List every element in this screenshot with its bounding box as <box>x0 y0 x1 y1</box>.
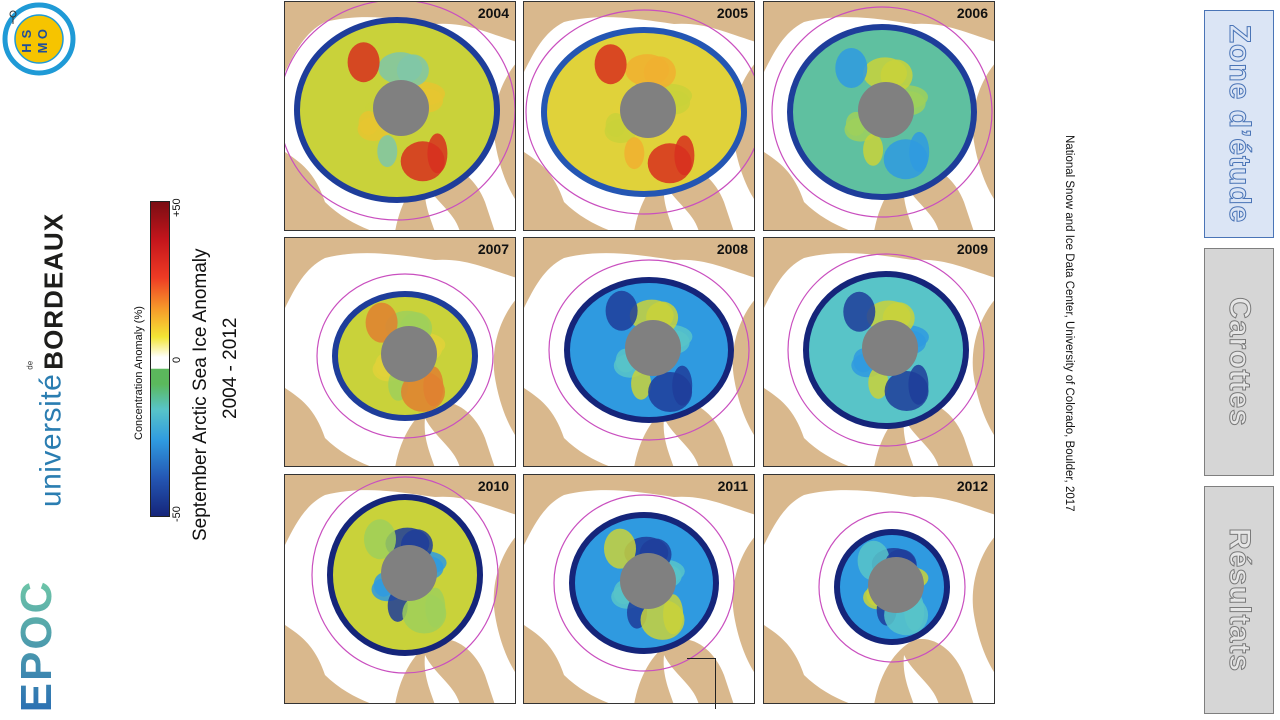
sea-ice-map-2009: 2009 <box>763 237 995 467</box>
map-year-label: 2010 <box>477 478 509 494</box>
tab-carottes[interactable]: Carottes <box>1204 248 1274 476</box>
shom-logo-graphic: S H O M <box>2 2 76 76</box>
sea-ice-map-2012: 2012 <box>763 474 995 704</box>
logo-word-universite: université <box>34 373 68 508</box>
map-year-label: 2008 <box>716 241 748 257</box>
map-year-label: 2004 <box>477 5 509 21</box>
tab-label: Carottes <box>1223 297 1257 428</box>
map-year-label: 2011 <box>717 478 748 494</box>
shom-letter: O <box>35 29 50 39</box>
shom-letter: M <box>35 43 50 54</box>
sea-ice-map-2011: 2011 <box>523 474 755 704</box>
leader-line <box>687 658 716 709</box>
colorbar-tick-max: +50 <box>171 198 183 217</box>
figure-title: September Arctic Sea Ice Anomaly <box>190 248 211 541</box>
source-credit: National Snow and Ice Data Center, Unive… <box>1063 135 1075 512</box>
map-year-label: 2012 <box>956 478 988 494</box>
map-year-label: 2005 <box>716 5 748 21</box>
sea-ice-map-2007: 2007 <box>284 237 516 467</box>
colorbar-axis-label: Concentration Anomaly (%) <box>133 306 145 440</box>
map-year-label: 2007 <box>477 241 509 257</box>
sea-ice-map-2005: 2005 <box>523 1 755 231</box>
sea-ice-map-2006: 2006 <box>763 1 995 231</box>
universite-bordeaux-logo: université de BORDEAUX <box>14 213 78 507</box>
tab-zone-etude[interactable]: Zone d’étude <box>1204 10 1274 238</box>
map-year-label: 2006 <box>956 5 988 21</box>
sea-ice-map-2010: 2010 <box>284 474 516 704</box>
epoc-logo: EPOC <box>12 580 61 713</box>
shom-letter: S <box>19 29 34 38</box>
tab-label: Zone d’étude <box>1223 24 1257 224</box>
sea-ice-map-2004: 2004 <box>284 1 516 231</box>
tab-resultats[interactable]: Résultats <box>1204 486 1274 714</box>
shom-letter: H <box>19 43 34 52</box>
shom-logo: S H O M <box>2 2 76 76</box>
tab-label: Résultats <box>1223 527 1257 673</box>
epoc-logo-text: EPOC <box>12 579 61 713</box>
sea-ice-map-2008: 2008 <box>523 237 755 467</box>
logo-word-de: de <box>25 360 35 370</box>
colorbar-tick-min: -50 <box>171 506 183 522</box>
anomaly-colorbar <box>150 201 170 517</box>
map-year-label: 2009 <box>956 241 988 257</box>
logo-word-bordeaux: BORDEAUX <box>38 212 69 370</box>
figure-years: 2004 - 2012 <box>220 317 241 419</box>
colorbar-tick-zero: 0 <box>171 356 183 363</box>
